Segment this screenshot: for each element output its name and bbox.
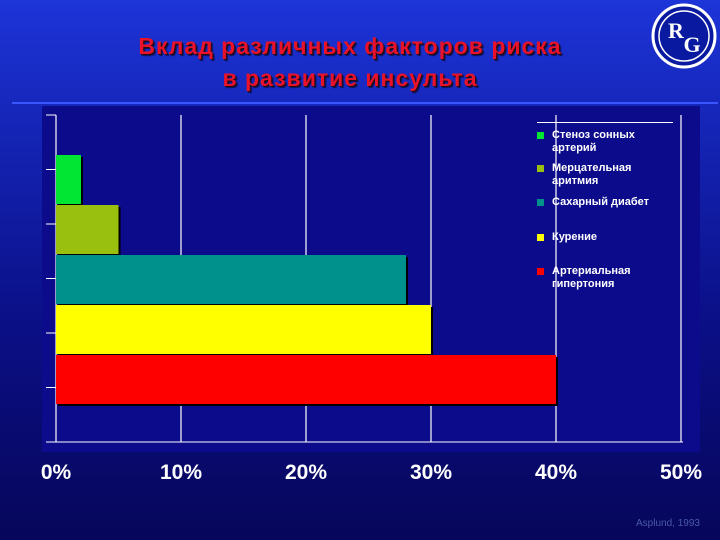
bar-3 [56, 305, 433, 356]
title-divider [12, 102, 718, 104]
bar-1 [56, 205, 121, 256]
x-tick-label-3: 30% [409, 461, 453, 484]
legend-label-4: Артериальная гипертония [552, 265, 631, 290]
rg-logo: R G [651, 3, 717, 69]
legend-swatch-2 [537, 199, 544, 206]
legend-swatch-0 [537, 132, 544, 139]
legend-border [537, 122, 673, 123]
legend-swatch-1 [537, 165, 544, 172]
x-tick-label-2: 20% [284, 461, 328, 484]
x-tick-label-0: 0% [40, 461, 72, 484]
legend-swatch-3 [537, 234, 544, 241]
bar-0 [56, 155, 83, 206]
bar-4 [56, 355, 558, 406]
legend-label-3: Курение [552, 231, 598, 243]
x-tick-label-1: 10% [159, 461, 203, 484]
legend-label-2: Сахарный диабет [552, 196, 650, 208]
slide-title: Вклад различных факторов риска в развити… [40, 30, 660, 94]
x-tick-label-4: 40% [534, 461, 578, 484]
svg-text:R: R [668, 18, 685, 43]
bar-fill-4 [56, 355, 556, 404]
title-line-1: Вклад различных факторов риска [138, 33, 562, 59]
title-line-2: в развитие инсульта [222, 65, 478, 91]
source-note: Asplund, 1993 [636, 518, 700, 529]
x-tick-label-5: 50% [659, 461, 703, 484]
legend-label-0: Стеноз сонных артерий [552, 129, 635, 154]
legend-label-1: Мерцательная аритмия [552, 162, 632, 187]
svg-text:G: G [683, 32, 700, 57]
bar-fill-3 [56, 305, 431, 354]
bar-fill-1 [56, 205, 119, 254]
legend-swatch-4 [537, 268, 544, 275]
bar-fill-2 [56, 255, 406, 304]
bar-2 [56, 255, 408, 306]
bar-fill-0 [56, 155, 81, 204]
